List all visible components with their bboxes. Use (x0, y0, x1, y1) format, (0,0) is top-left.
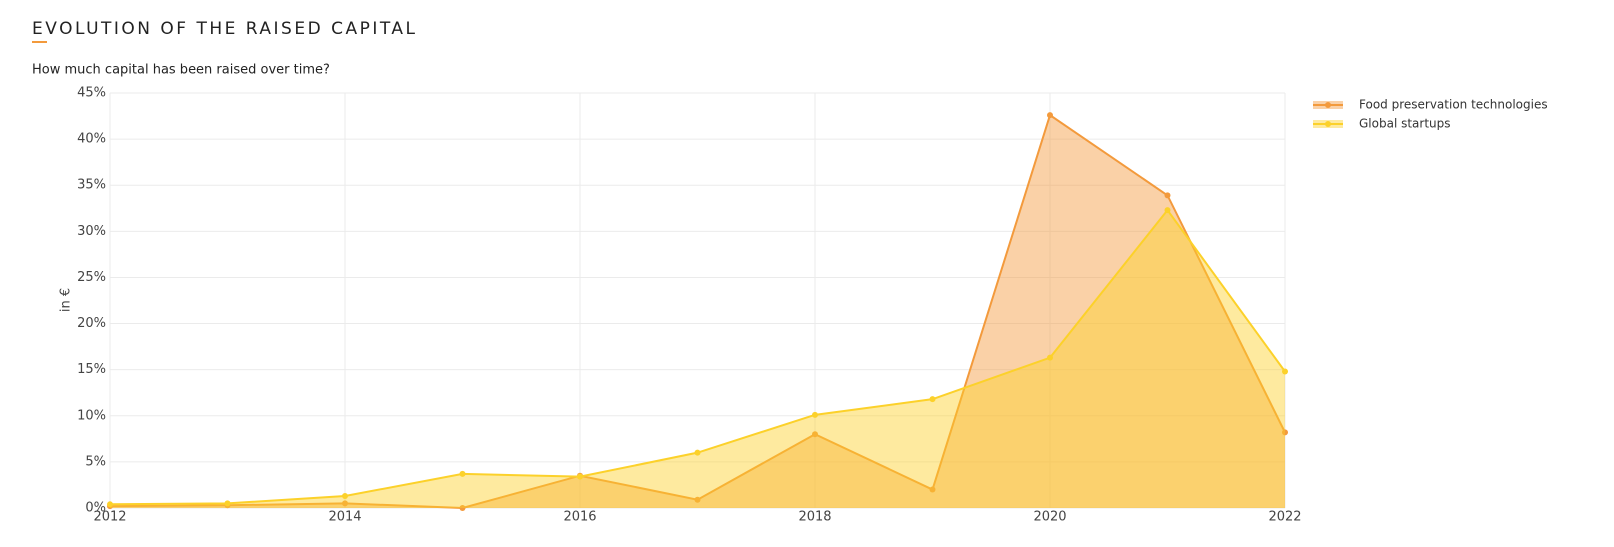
x-tick-label: 2020 (1033, 510, 1066, 525)
point (929, 396, 936, 403)
y-tick-label: 20% (77, 316, 106, 331)
point (1047, 112, 1053, 119)
point (1282, 429, 1288, 436)
y-tick-label: 35% (77, 178, 106, 193)
point (224, 500, 231, 507)
area-fill (110, 115, 1285, 508)
point (342, 500, 348, 507)
point (342, 493, 348, 500)
y-tick-label: 30% (77, 224, 106, 239)
y-tick-label: 0% (85, 501, 106, 516)
y-tick-label: 10% (77, 408, 106, 423)
point (459, 470, 466, 477)
point (812, 431, 818, 438)
legend-marker (1325, 102, 1331, 108)
point (929, 486, 936, 493)
point (1047, 354, 1053, 361)
legend-marker (1325, 121, 1331, 127)
y-axis-title: in € (59, 288, 74, 312)
area-fill (110, 210, 1285, 508)
point (577, 473, 583, 480)
point (1164, 207, 1171, 214)
title-underline (32, 41, 47, 43)
x-tick-label: 2018 (798, 510, 831, 525)
point (694, 449, 701, 456)
y-tick-label: 45% (77, 86, 106, 101)
point (1164, 192, 1171, 199)
point (107, 501, 113, 508)
legend-label: Food preservation technologies (1359, 98, 1548, 112)
point (812, 411, 818, 418)
y-tick-label: 15% (77, 362, 106, 377)
x-tick-label: 2012 (93, 510, 126, 525)
point (1282, 368, 1288, 375)
x-tick-label: 2022 (1268, 510, 1301, 525)
x-tick-label: 2016 (563, 510, 596, 525)
y-tick-label: 40% (77, 132, 106, 147)
chart-title: EVOLUTION OF THE RAISED CAPITAL (32, 19, 418, 39)
point (694, 496, 701, 503)
legend-label: Global startups (1359, 117, 1451, 131)
y-tick-label: 5% (85, 454, 106, 469)
point (459, 505, 466, 511)
chart-subtitle: How much capital has been raised over ti… (32, 63, 330, 78)
y-tick-label: 25% (77, 270, 106, 285)
x-tick-label: 2014 (328, 510, 361, 525)
